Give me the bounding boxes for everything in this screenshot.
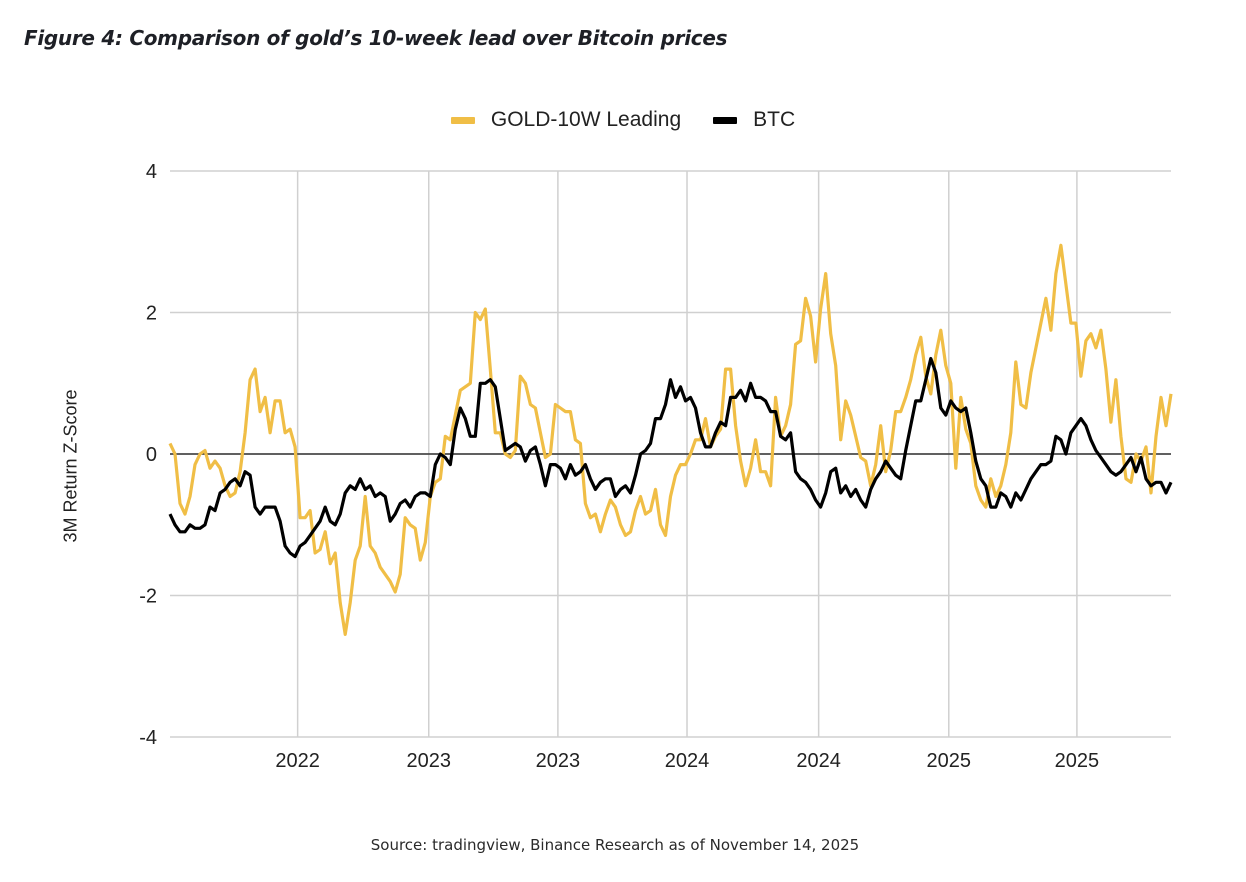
legend-label-gold: GOLD-10W Leading — [490, 108, 682, 131]
x-tick-label: 2025 — [927, 750, 972, 772]
x-tick-label: 2024 — [796, 750, 841, 772]
x-axis-ticks: 2022 2023 2023 2024 2024 2025 2025 — [275, 750, 1099, 772]
legend-label-btc: BTC — [753, 108, 796, 131]
x-tick-label: 2024 — [665, 750, 710, 772]
series-line-btc — [168, 356, 1173, 559]
y-tick-label: 2 — [146, 303, 157, 325]
y-axis-ticks: 4 2 0 -2 -4 — [139, 161, 157, 749]
y-axis-label: 3M Return Z-Score — [60, 389, 81, 543]
legend-item-btc: BTC — [713, 108, 795, 132]
y-tick-label: 4 — [146, 161, 157, 183]
x-tick-label: 2023 — [536, 750, 581, 772]
legend-item-gold: GOLD-10W Leading — [450, 108, 682, 132]
chart-legend: GOLD-10W Leading BTC — [0, 108, 1246, 132]
series-line-gold — [168, 243, 1173, 637]
y-tick-label: 0 — [146, 444, 157, 466]
source-note: Source: tradingview, Binance Research as… — [370, 836, 860, 854]
legend-swatch-btc — [713, 116, 738, 124]
y-tick-label: -4 — [139, 727, 157, 749]
x-tick-label: 2023 — [407, 750, 452, 772]
x-tick-label: 2022 — [275, 750, 320, 772]
series-lines — [168, 243, 1173, 637]
legend-swatch-gold — [450, 116, 475, 124]
x-tick-label: 2025 — [1055, 750, 1100, 772]
y-tick-label: -2 — [139, 586, 157, 608]
figure-title: Figure 4: Comparison of gold’s 10-week l… — [24, 26, 728, 50]
